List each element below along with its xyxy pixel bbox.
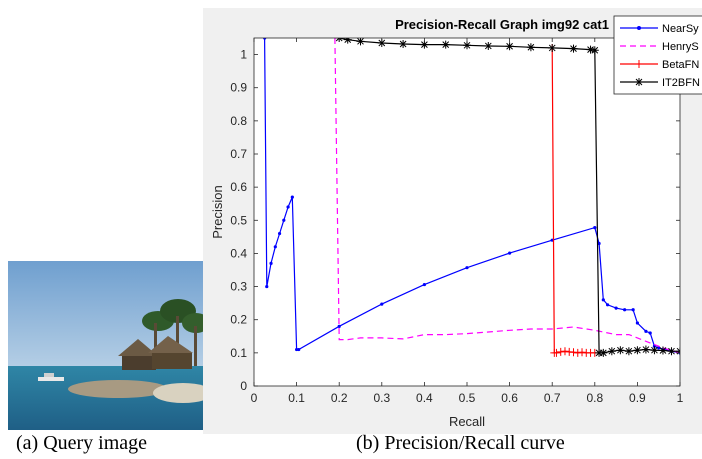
series-line-HenryS — [334, 38, 680, 354]
figure-panel: 0 0.1 0.2 0.3 0.4 0.5 0.6 0.7 0.8 0.9 1 0 0.1 0.2 0.3 0… — [203, 8, 702, 434]
legend-label-IT2BFN: IT2BFN — [662, 77, 700, 89]
beach-photo — [8, 261, 205, 430]
y-tick-label: 0.8 — [230, 114, 247, 128]
data-point-IT2BFN — [641, 345, 650, 354]
x-tick-label: 0.7 — [544, 391, 561, 405]
legend-box — [613, 15, 702, 95]
data-point-IT2BFN — [399, 39, 408, 48]
legend-marker-IT2BFN — [635, 78, 643, 86]
data-point-IT2BFN — [420, 40, 429, 49]
legend-label-HenryS: HenryS — [662, 41, 699, 53]
caption-pr-curve: (b) Precision/Recall curve — [356, 432, 565, 454]
data-point-IT2BFN — [569, 44, 578, 53]
data-point-NearSy — [508, 251, 512, 255]
x-tick-label: 0.4 — [416, 391, 433, 405]
data-point-BetaFN — [556, 347, 565, 356]
data-point-IT2BFN — [658, 346, 667, 355]
data-point-BetaFN — [552, 348, 561, 357]
x-tick-label: 1 — [677, 391, 684, 405]
series-group — [263, 38, 680, 357]
x-tick-label: 0.8 — [586, 391, 603, 405]
data-point-IT2BFN — [526, 43, 535, 52]
data-point-IT2BFN — [343, 38, 352, 44]
data-point-NearSy — [337, 324, 341, 328]
x-tick-label: 0.6 — [501, 391, 518, 405]
x-tick-label: 0.1 — [288, 391, 305, 405]
legend-marker-NearSy — [637, 26, 641, 30]
y-tick-label: 0.5 — [230, 213, 247, 227]
data-point-IT2BFN — [586, 45, 595, 54]
y-tick-label: 0 — [240, 379, 247, 393]
data-point-IT2BFN — [650, 346, 659, 355]
x-tick-label: 0.9 — [629, 391, 646, 405]
data-point-NearSy — [614, 306, 618, 310]
data-point-NearSy — [465, 266, 469, 270]
data-point-NearSy — [648, 331, 652, 335]
data-point-IT2BFN — [599, 348, 608, 357]
data-point-NearSy — [297, 347, 301, 352]
x-tick-label: 0.5 — [459, 391, 476, 405]
y-tick-label: 0.7 — [230, 147, 247, 161]
data-point-BetaFN — [569, 348, 578, 357]
query-image — [8, 261, 205, 430]
data-point-NearSy — [593, 225, 597, 230]
data-point-NearSy — [422, 282, 426, 287]
data-point-IT2BFN — [463, 41, 471, 50]
data-point-NearSy — [597, 241, 601, 246]
data-point-IT2BFN — [667, 347, 676, 356]
x-tick-label: 0 — [251, 391, 258, 405]
data-point-NearSy — [631, 308, 635, 312]
data-point-NearSy — [273, 245, 277, 249]
data-point-IT2BFN — [624, 347, 633, 356]
data-point-IT2BFN — [607, 347, 616, 356]
data-point-BetaFN — [578, 348, 587, 357]
x-tick-label: 0.3 — [373, 391, 390, 405]
y-tick-label: 0.2 — [230, 313, 247, 327]
data-point-IT2BFN — [548, 43, 557, 52]
x-tick-label: 0.2 — [331, 391, 348, 405]
data-point-NearSy — [277, 231, 282, 236]
data-point-IT2BFN — [484, 41, 493, 50]
data-point-IT2BFN — [633, 346, 642, 355]
legend-label-BetaFN: BetaFN — [662, 59, 699, 71]
data-point-NearSy — [380, 302, 384, 306]
caption-query-image: (a) Query image — [16, 432, 148, 454]
data-point-NearSy — [265, 284, 269, 289]
data-point-NearSy — [269, 261, 273, 265]
legend-marker-BetaFN — [635, 60, 643, 68]
data-point-NearSy — [286, 205, 290, 209]
data-point-IT2BFN — [616, 346, 625, 355]
data-point-NearSy — [601, 298, 605, 302]
y-tick-label: 0.9 — [230, 81, 247, 95]
chart-title: Precision-Recall Graph img92 cat1 — [395, 17, 609, 32]
y-tick-label: 0.1 — [230, 346, 247, 360]
y-tick-label: 1 — [240, 48, 247, 62]
data-point-NearSy — [644, 329, 648, 333]
y-axis-label: Precision — [210, 185, 225, 238]
data-point-BetaFN — [573, 348, 582, 357]
data-point-IT2BFN — [595, 348, 604, 357]
pr-chart: 0 0.1 0.2 0.3 0.4 0.5 0.6 0.7 0.8 0.9 1 0 0.1 0.2 0.3 0… — [210, 15, 702, 429]
data-point-NearSy — [290, 195, 294, 199]
y-tick-label: 0.3 — [230, 280, 247, 294]
data-point-IT2BFN — [377, 38, 386, 47]
data-point-NearSy — [605, 303, 610, 307]
y-tick-label: 0.4 — [230, 246, 247, 260]
data-point-BetaFN — [560, 347, 569, 356]
x-axis-label: Recall — [449, 414, 485, 429]
data-point-IT2BFN — [441, 40, 450, 49]
data-point-IT2BFN — [356, 38, 365, 46]
data-point-NearSy — [623, 308, 627, 312]
legend-label-NearSy: NearSy — [662, 23, 699, 35]
y-tick-label: 0.6 — [230, 180, 247, 194]
data-point-IT2BFN — [590, 46, 599, 55]
legend: NearSy HenryS BetaFN IT2BFN — [613, 15, 702, 95]
plot-area — [254, 38, 680, 386]
data-point-IT2BFN — [505, 42, 514, 51]
data-point-NearSy — [635, 321, 639, 325]
data-point-NearSy — [282, 218, 286, 222]
